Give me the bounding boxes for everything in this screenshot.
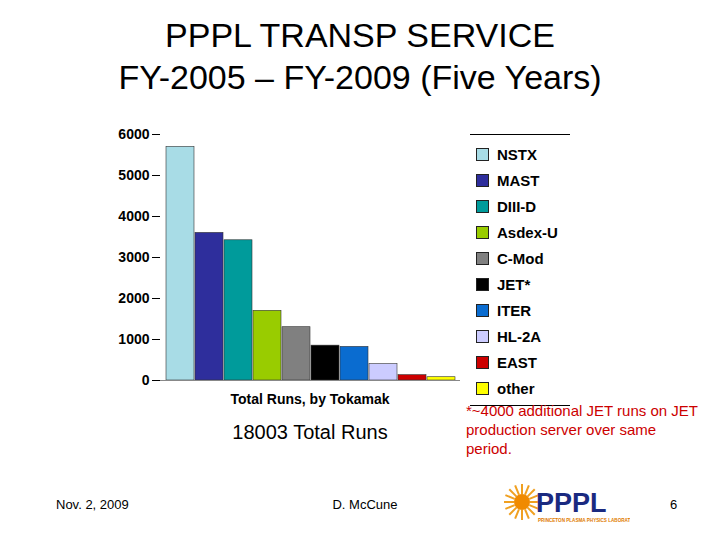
html-text:Nov. 2, 2009: Nov. 2, 2009 xyxy=(56,497,129,512)
html-text:EAST: EAST xyxy=(497,353,537,371)
html-text:Total Runs, by Tokamak: Total Runs, by Tokamak xyxy=(230,391,390,407)
svg-text:0: 0 xyxy=(142,372,150,388)
html-text:HL-2A: HL-2A xyxy=(497,327,542,345)
svg-text:3000: 3000 xyxy=(118,249,149,265)
svg-text:PRINCETON PLASMA PHYSICS LABOR: PRINCETON PLASMA PHYSICS LABORATORY xyxy=(538,518,630,523)
html-text:C-Mod: C-Mod xyxy=(497,249,544,267)
html-text:PPPL TRANSP SERVICE: PPPL TRANSP SERVICE xyxy=(165,16,555,54)
html-text:FY-2005 – FY-2009 (Five Years): FY-2005 – FY-2009 (Five Years) xyxy=(118,58,602,96)
html-text:JET*: JET* xyxy=(497,275,531,293)
html-text:MAST: MAST xyxy=(497,171,540,189)
svg-text:1000: 1000 xyxy=(118,331,149,347)
svg-text:4000: 4000 xyxy=(118,208,149,224)
svg-text:PPPL: PPPL xyxy=(536,488,607,518)
html-text:NSTX: NSTX xyxy=(497,145,537,163)
html-text:D. McCune: D. McCune xyxy=(332,497,398,512)
svg-text:5000: 5000 xyxy=(118,167,149,183)
html-text:6: 6 xyxy=(670,497,678,512)
html-text:ITER: ITER xyxy=(497,301,532,319)
html-text:Asdex-U: Asdex-U xyxy=(497,223,558,241)
svg-text:6000: 6000 xyxy=(118,126,149,142)
html-text:*~4000 additional JET runs on: *~4000 additional JET runs on JET produc… xyxy=(466,402,698,457)
html-text:other: other xyxy=(497,379,535,397)
svg-text:2000: 2000 xyxy=(118,290,149,306)
html-text:18003 Total Runs: 18003 Total Runs xyxy=(232,421,388,443)
html-text:DIII-D: DIII-D xyxy=(497,197,537,215)
